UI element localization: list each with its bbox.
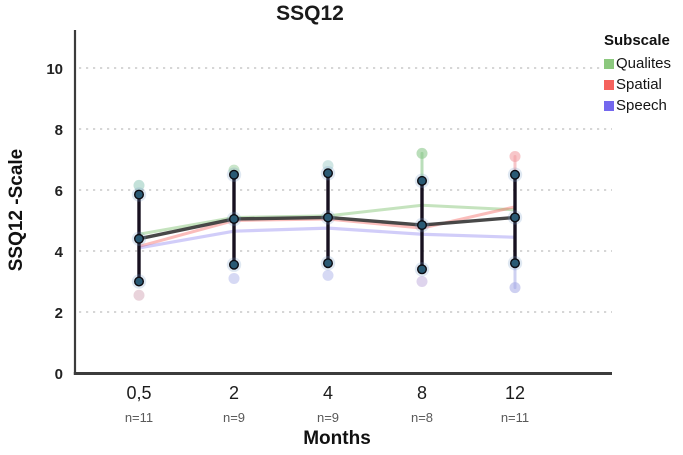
spatial-swatch-icon — [604, 79, 614, 90]
high-point — [510, 169, 521, 180]
high-point — [417, 175, 428, 186]
x-tick-label: 2 — [229, 383, 239, 403]
mean-point — [133, 233, 144, 244]
halo-high-dot — [322, 160, 334, 172]
n-label: n=11 — [501, 410, 529, 425]
halo-low-dot — [133, 289, 145, 301]
chart-title: SSQ12 — [276, 2, 344, 25]
low-point — [228, 259, 239, 270]
halo-high-dot — [509, 150, 521, 162]
n-label: n=9 — [317, 410, 339, 425]
low-point — [510, 258, 521, 269]
x-tick-label: 12 — [505, 383, 525, 403]
x-tick-label: 4 — [323, 383, 333, 403]
mean-point — [323, 212, 334, 223]
high-point — [323, 168, 334, 179]
legend-item-label: Speech — [616, 97, 667, 114]
halo-low-dot — [416, 276, 428, 287]
x-axis-label: Months — [303, 428, 371, 449]
n-label: n=9 — [223, 410, 245, 425]
legend-item-label: Qualites — [616, 55, 672, 72]
y-tick-label: 0 — [55, 366, 63, 383]
legend-title: Subscale — [604, 32, 670, 49]
halo-low-dot — [322, 269, 334, 281]
low-point — [323, 258, 334, 269]
low-point — [417, 264, 428, 275]
legend-item-spatial: Spatial — [604, 74, 671, 95]
y-tick-label: 10 — [46, 61, 63, 78]
x-tick-label: 8 — [417, 383, 427, 403]
legend: Subscale Qualites Spatial Speech — [604, 32, 671, 116]
high-point — [228, 169, 239, 180]
halo-high-dot — [416, 147, 428, 159]
n-label: n=11 — [125, 410, 153, 425]
y-tick-label: 2 — [55, 305, 63, 322]
y-axis-label: SSQ12 -Scale — [6, 148, 27, 272]
n-label: n=8 — [411, 410, 433, 425]
low-point — [133, 276, 144, 287]
mean-point — [228, 213, 239, 224]
qualites-swatch-icon — [604, 58, 614, 69]
halo-high-dot — [133, 179, 145, 191]
legend-item-speech: Speech — [604, 95, 671, 116]
high-point — [133, 189, 144, 200]
mean-point — [510, 212, 521, 223]
y-tick-label: 6 — [55, 183, 63, 200]
legend-item-label: Spatial — [616, 76, 662, 93]
legend-item-qualites: Qualites — [604, 53, 671, 74]
halo-low-dot — [509, 282, 521, 294]
y-tick-label: 4 — [55, 244, 64, 261]
x-tick-label: 0,5 — [126, 383, 151, 403]
mean-point — [417, 220, 428, 231]
halo-low-dot — [228, 272, 240, 284]
y-tick-label: 8 — [55, 122, 63, 139]
speech-swatch-icon — [604, 100, 614, 111]
